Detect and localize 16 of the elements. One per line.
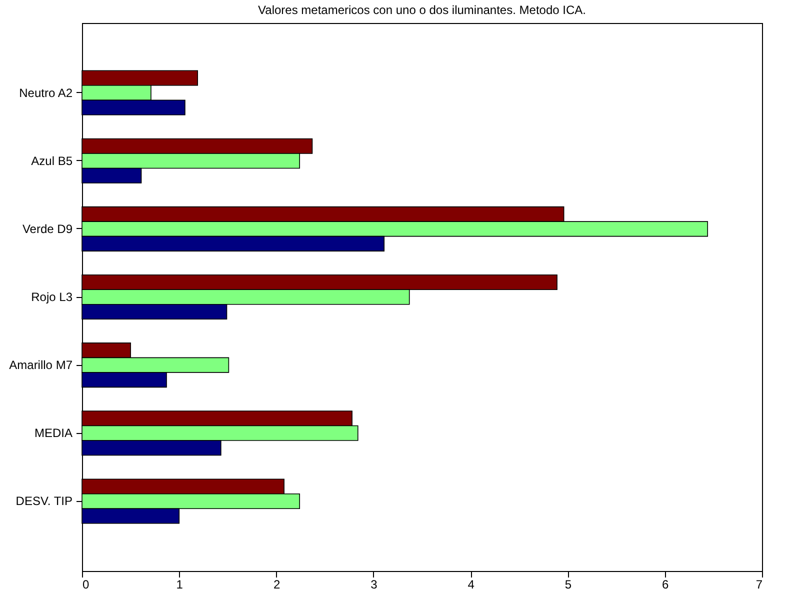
y-tick-label: Rojo L3 xyxy=(31,290,73,304)
y-tick-label: DESV. TIP xyxy=(16,494,72,508)
x-tick-label: 6 xyxy=(662,578,670,592)
y-tick-label: Amarillo M7 xyxy=(9,358,73,372)
y-tick-label: Neutro A2 xyxy=(19,86,73,100)
y-tick-label: MEDIA xyxy=(34,426,72,440)
chart-title: Valores metamericos con uno o dos iluminantes. Metodo ICA. xyxy=(258,3,586,17)
x-tick-label: 2 xyxy=(273,578,280,592)
y-tick-label: Azul B5 xyxy=(31,154,73,168)
x-tick-label: 1 xyxy=(176,578,184,592)
y-tick-label: Verde D9 xyxy=(22,222,73,236)
x-tick-label: 0 xyxy=(82,578,90,592)
x-tick-label: 7 xyxy=(756,578,763,592)
x-tick-label: 3 xyxy=(370,578,378,592)
x-tick-label: 4 xyxy=(468,578,475,592)
x-tick-label: 5 xyxy=(564,578,572,592)
